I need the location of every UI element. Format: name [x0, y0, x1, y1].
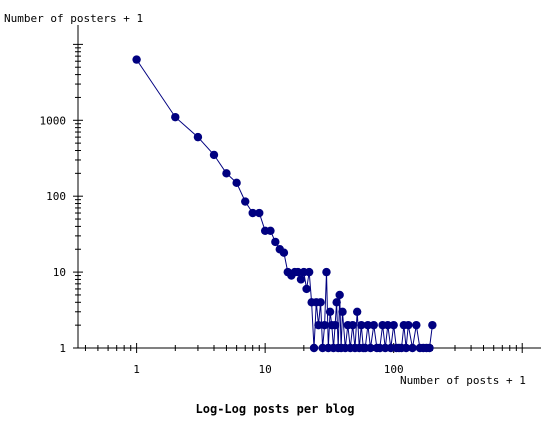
data-point	[425, 343, 434, 353]
data-point	[352, 307, 362, 316]
data-point	[320, 320, 329, 330]
data-point	[412, 320, 421, 330]
chart-title: Log-Log posts per blog	[196, 402, 355, 416]
x-tick-label: 100	[384, 363, 404, 376]
data-point	[241, 197, 250, 206]
data-point	[428, 320, 437, 330]
ticks	[73, 43, 523, 353]
x-axis-label: Number of posts + 1	[400, 374, 526, 387]
data-point	[389, 320, 398, 330]
data-point	[322, 267, 331, 277]
y-tick-label: 10	[53, 266, 66, 279]
data-point	[369, 320, 378, 330]
data-point	[171, 112, 180, 122]
data-point	[255, 208, 264, 218]
data-point	[316, 298, 325, 307]
axes	[77, 25, 541, 349]
data-point	[383, 320, 392, 330]
data-point	[271, 237, 280, 247]
data-point	[366, 343, 375, 353]
y-axis-label: Number of posters + 1	[4, 12, 143, 25]
y-tick-label: 100	[46, 190, 66, 203]
x-tick-label: 10	[259, 363, 272, 376]
data-point	[232, 178, 241, 188]
y-tick-label: 1	[59, 342, 66, 355]
data-point	[401, 343, 411, 353]
data-point	[348, 320, 357, 330]
data-point	[332, 298, 341, 307]
data-point	[330, 320, 340, 330]
data-point	[325, 307, 335, 316]
data-point	[293, 267, 303, 277]
data-point	[132, 55, 141, 64]
data-point	[193, 132, 203, 142]
data-point	[279, 248, 289, 257]
series-line	[136, 59, 433, 349]
data-point	[363, 320, 373, 330]
y-tick-label: 1000	[40, 114, 67, 127]
data-point	[338, 307, 347, 316]
data-point	[335, 290, 344, 300]
data-point	[357, 320, 366, 330]
data-point	[266, 226, 275, 235]
data-point	[404, 320, 413, 330]
data-point	[314, 320, 323, 330]
data-point	[248, 208, 257, 218]
data-point	[304, 267, 314, 277]
data-point	[309, 343, 319, 353]
data-series	[132, 55, 437, 353]
data-point	[408, 343, 417, 353]
x-tick-label: 1	[133, 363, 140, 376]
data-point	[222, 169, 231, 178]
tick-labels: 1 10 100 1 10 100 1000	[40, 114, 404, 376]
data-point	[302, 284, 311, 294]
data-point	[209, 150, 219, 160]
data-point	[296, 275, 306, 284]
